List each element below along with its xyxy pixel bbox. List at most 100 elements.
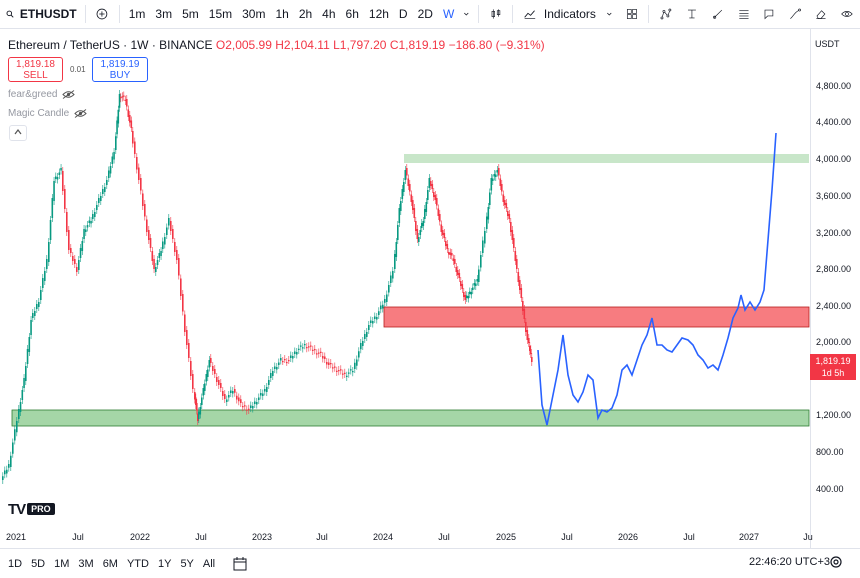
candle-body	[496, 170, 499, 173]
buy-price: 1,819.19	[100, 59, 140, 70]
candle-body	[254, 401, 256, 404]
eye-tool-icon[interactable]	[841, 5, 853, 23]
interval-5m[interactable]: 5m	[182, 7, 199, 21]
candle-body	[276, 367, 278, 370]
price-axis[interactable]	[810, 29, 860, 548]
legend-low: L1,797.20	[333, 38, 387, 52]
indicator-magic-candle[interactable]: Magic Candle	[8, 108, 87, 119]
candles-icon[interactable]	[490, 5, 502, 23]
candle-body	[197, 413, 199, 421]
brush-tool-icon[interactable]	[712, 5, 724, 23]
candle-body	[388, 285, 390, 293]
candle-body	[162, 241, 164, 249]
candle-body	[78, 260, 80, 270]
candle-body	[372, 321, 374, 324]
calendar-goto-icon[interactable]	[232, 556, 248, 572]
search-icon[interactable]	[6, 5, 14, 23]
candle-body	[68, 230, 70, 250]
candle-body	[480, 255, 482, 268]
layout-grid-icon[interactable]	[626, 5, 638, 23]
candle-body	[270, 373, 272, 378]
candle-body	[354, 362, 356, 369]
candle-body	[298, 348, 300, 350]
time-axis[interactable]: 2021 Jul 2022 Jul 2023 Jul 2024 Jul 2025 Jul 2026 J…	[0, 528, 813, 548]
buy-button[interactable]: 1,819.19 BUY	[92, 57, 148, 82]
eye-hidden-icon[interactable]	[74, 109, 87, 118]
interval-12h[interactable]: 12h	[368, 7, 389, 21]
eraser-tool-icon[interactable]	[815, 5, 827, 23]
projection-path	[537, 132, 777, 426]
time-tick-label: 2022	[129, 532, 151, 542]
candle-body	[113, 152, 115, 160]
range-3M[interactable]: 3M	[78, 557, 94, 570]
candle-body	[44, 271, 46, 281]
range-5D[interactable]: 5D	[31, 557, 46, 570]
interval-4h[interactable]: 4h	[322, 7, 336, 21]
interval-1m[interactable]: 1m	[128, 7, 146, 21]
candle-body	[274, 366, 276, 369]
fib-tool-icon[interactable]	[686, 5, 698, 23]
candle-body	[486, 216, 488, 229]
candle-body	[493, 174, 496, 177]
candle-body	[523, 309, 526, 319]
candle-body	[517, 272, 520, 282]
interval-1h[interactable]: 1h	[275, 7, 289, 21]
candle-body	[246, 409, 248, 411]
range-5Y[interactable]: 5Y	[180, 557, 194, 570]
trend-line-tool-icon[interactable]	[789, 5, 802, 23]
interval-3m[interactable]: 3m	[155, 7, 173, 21]
symbol-search[interactable]: ETHUSDT	[19, 7, 77, 21]
candle-body	[334, 366, 336, 368]
range-1Y[interactable]: 1Y	[157, 557, 172, 570]
indicators-icon[interactable]	[524, 5, 536, 23]
price-chart[interactable]	[0, 29, 810, 528]
indicators-button[interactable]: Indicators	[543, 7, 596, 21]
candle-body	[403, 182, 405, 192]
candle-body	[368, 325, 370, 330]
interval-D[interactable]: D	[398, 7, 408, 21]
price-tick-label: 1,200.00	[816, 410, 852, 420]
range-YTD[interactable]: YTD	[126, 557, 149, 570]
settings-gear-icon[interactable]	[829, 555, 843, 569]
interval-2h[interactable]: 2h	[298, 7, 313, 21]
candle-body	[322, 356, 324, 359]
chevron-down-icon[interactable]	[606, 5, 613, 23]
compare-add-icon[interactable]	[96, 5, 108, 23]
interval-2D[interactable]: 2D	[417, 7, 433, 21]
interval-15m[interactable]: 15m	[208, 7, 233, 21]
chevron-down-icon[interactable]	[463, 5, 470, 23]
interval-6h[interactable]: 6h	[345, 7, 359, 21]
target-zone-rect[interactable]	[404, 154, 809, 163]
candle-body	[439, 214, 441, 222]
buy-label: BUY	[109, 70, 131, 81]
range-1M[interactable]: 1M	[54, 557, 70, 570]
node-path-tool-icon[interactable]	[660, 5, 672, 23]
interval-selector: 1m 3m 5m 15m 30m 1h 2h 4h 6h 12h D 2D W	[124, 7, 460, 21]
candle-body	[25, 366, 27, 381]
utc-clock[interactable]: 22:46:20 UTC+3	[748, 556, 830, 568]
callout-tool-icon[interactable]	[763, 5, 775, 23]
candle-body	[64, 189, 66, 209]
support-zone-rect[interactable]	[11, 409, 810, 427]
interval-30m[interactable]: 30m	[242, 7, 266, 21]
interval-W[interactable]: W	[442, 7, 455, 21]
range-All[interactable]: All	[202, 557, 216, 570]
currency-label[interactable]: USDT	[815, 39, 840, 49]
candle-body	[278, 362, 280, 365]
collapse-legend-button[interactable]	[9, 125, 27, 141]
candle-body	[466, 295, 468, 298]
candle-body	[100, 196, 102, 201]
sell-button[interactable]: 1,819.18 SELL	[8, 57, 63, 82]
text-lines-tool-icon[interactable]	[738, 5, 750, 23]
candle-body	[463, 292, 465, 297]
resistance-zone-rect[interactable]	[383, 306, 810, 328]
candle-body	[115, 136, 117, 150]
range-1D[interactable]: 1D	[8, 557, 23, 570]
legend-title: Ethereum / TetherUS · 1W · BINANCE	[8, 38, 213, 52]
chevron-up-icon	[14, 129, 22, 135]
candle-body	[155, 267, 157, 272]
eye-hidden-icon[interactable]	[62, 90, 76, 99]
indicator-fear-greed[interactable]: fear&greed	[8, 89, 76, 100]
candle-body	[10, 455, 12, 467]
range-6M[interactable]: 6M	[102, 557, 118, 570]
